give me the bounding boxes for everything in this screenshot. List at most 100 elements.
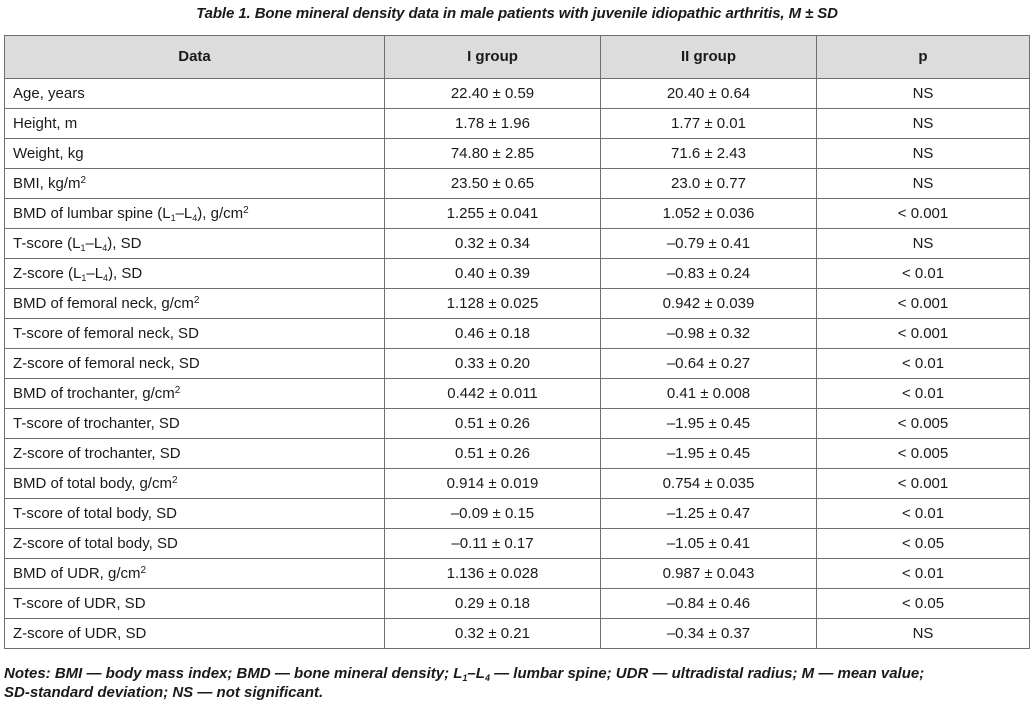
group-1-value: 0.33 ± 0.20 xyxy=(384,348,601,379)
table-row: Z-score of total body, SD –0.11 ± 0.17 –1.… xyxy=(4,528,1030,559)
group-1-value: 1.136 ± 0.028 xyxy=(384,558,601,589)
group-1-value: 0.46 ± 0.18 xyxy=(384,318,601,349)
group-2-value: –0.64 ± 0.27 xyxy=(600,348,817,379)
table-row: BMI, kg/m2 23.50 ± 0.65 23.0 ± 0.77 NS xyxy=(4,168,1030,199)
group-1-value: 22.40 ± 0.59 xyxy=(384,78,601,109)
group-2-value: 23.0 ± 0.77 xyxy=(600,168,817,199)
row-label: Weight, kg xyxy=(4,138,385,169)
group-2-value: 71.6 ± 2.43 xyxy=(600,138,817,169)
row-label: BMD of UDR, g/cm2 xyxy=(4,558,385,589)
notes-line-2: SD-standard deviation; NS — not signific… xyxy=(4,684,324,701)
group-2-value: –0.84 ± 0.46 xyxy=(600,588,817,619)
group-2-value: –0.83 ± 0.24 xyxy=(600,258,817,289)
p-value: < 0.001 xyxy=(816,198,1030,229)
row-label: Height, m xyxy=(4,108,385,139)
table-body: Age, years 22.40 ± 0.59 20.40 ± 0.64 NS Heig… xyxy=(4,78,1030,649)
group-1-value: 0.51 ± 0.26 xyxy=(384,438,601,469)
row-label: Z-score of femoral neck, SD xyxy=(4,348,385,379)
column-header-group-2: II group xyxy=(600,35,817,79)
p-value: NS xyxy=(816,168,1030,199)
group-2-value: 1.052 ± 0.036 xyxy=(600,198,817,229)
p-value: < 0.05 xyxy=(816,588,1030,619)
group-2-value: 20.40 ± 0.64 xyxy=(600,78,817,109)
table-row: T-score of UDR, SD 0.29 ± 0.18 –0.84 ± 0.4… xyxy=(4,588,1030,619)
table-header-row: Data I group II group p xyxy=(4,35,1030,79)
table-row: T-score of femoral neck, SD 0.46 ± 0.18 –0… xyxy=(4,318,1030,349)
group-1-value: 1.128 ± 0.025 xyxy=(384,288,601,319)
p-value: < 0.01 xyxy=(816,378,1030,409)
p-value: NS xyxy=(816,138,1030,169)
group-2-value: 1.77 ± 0.01 xyxy=(600,108,817,139)
row-label: BMD of trochanter, g/cm2 xyxy=(4,378,385,409)
group-1-value: 1.78 ± 1.96 xyxy=(384,108,601,139)
row-label: Z-score (L1–L4), SD xyxy=(4,258,385,289)
table-row: BMD of total body, g/cm2 0.914 ± 0.019 0.7… xyxy=(4,468,1030,499)
p-value: NS xyxy=(816,78,1030,109)
row-label: BMD of total body, g/cm2 xyxy=(4,468,385,499)
group-2-value: –1.05 ± 0.41 xyxy=(600,528,817,559)
table-row: Z-score (L1–L4), SD 0.40 ± 0.39 –0.83 ± 0.… xyxy=(4,258,1030,289)
group-2-value: –0.34 ± 0.37 xyxy=(600,618,817,649)
column-header-group-1: I group xyxy=(384,35,601,79)
p-value: < 0.005 xyxy=(816,438,1030,469)
table-row: Z-score of trochanter, SD 0.51 ± 0.26 –1.9… xyxy=(4,438,1030,469)
p-value: < 0.001 xyxy=(816,318,1030,349)
row-label: BMD of lumbar spine (L1–L4), g/cm2 xyxy=(4,198,385,229)
row-label: T-score of total body, SD xyxy=(4,498,385,529)
group-2-value: –0.79 ± 0.41 xyxy=(600,228,817,259)
p-value: < 0.01 xyxy=(816,498,1030,529)
group-1-value: 1.255 ± 0.041 xyxy=(384,198,601,229)
row-label: T-score of femoral neck, SD xyxy=(4,318,385,349)
row-label: BMI, kg/m2 xyxy=(4,168,385,199)
group-1-value: 0.40 ± 0.39 xyxy=(384,258,601,289)
table-row: BMD of trochanter, g/cm2 0.442 ± 0.011 0.4… xyxy=(4,378,1030,409)
notes-line-1: Notes: BMI — body mass index; BMD — bone… xyxy=(4,665,925,683)
group-2-value: 0.987 ± 0.043 xyxy=(600,558,817,589)
row-label: T-score of trochanter, SD xyxy=(4,408,385,439)
group-2-value: 0.942 ± 0.039 xyxy=(600,288,817,319)
p-value: < 0.001 xyxy=(816,288,1030,319)
group-1-value: 0.32 ± 0.21 xyxy=(384,618,601,649)
table-row: Weight, kg 74.80 ± 2.85 71.6 ± 2.43 NS xyxy=(4,138,1030,169)
row-label: BMD of femoral neck, g/cm2 xyxy=(4,288,385,319)
row-label: T-score of UDR, SD xyxy=(4,588,385,619)
p-value: < 0.001 xyxy=(816,468,1030,499)
group-1-value: –0.11 ± 0.17 xyxy=(384,528,601,559)
table-row: BMD of femoral neck, g/cm2 1.128 ± 0.025 0… xyxy=(4,288,1030,319)
p-value: < 0.05 xyxy=(816,528,1030,559)
group-2-value: –1.25 ± 0.47 xyxy=(600,498,817,529)
row-label: T-score (L1–L4), SD xyxy=(4,228,385,259)
table-row: Z-score of femoral neck, SD 0.33 ± 0.20 –0… xyxy=(4,348,1030,379)
group-1-value: –0.09 ± 0.15 xyxy=(384,498,601,529)
table-row: Z-score of UDR, SD 0.32 ± 0.21 –0.34 ± 0.3… xyxy=(4,618,1030,649)
group-1-value: 0.442 ± 0.011 xyxy=(384,378,601,409)
group-2-value: 0.754 ± 0.035 xyxy=(600,468,817,499)
row-label: Age, years xyxy=(4,78,385,109)
bmd-table: Data I group II group p Age, years 22.40 … xyxy=(4,35,1030,649)
table-row: T-score of trochanter, SD 0.51 ± 0.26 –1.9… xyxy=(4,408,1030,439)
column-header-p: p xyxy=(816,35,1030,79)
p-value: < 0.01 xyxy=(816,258,1030,289)
p-value: < 0.01 xyxy=(816,348,1030,379)
group-1-value: 0.51 ± 0.26 xyxy=(384,408,601,439)
group-1-value: 0.29 ± 0.18 xyxy=(384,588,601,619)
table-row: Age, years 22.40 ± 0.59 20.40 ± 0.64 NS xyxy=(4,78,1030,109)
table-row: BMD of UDR, g/cm2 1.136 ± 0.028 0.987 ± 0.… xyxy=(4,558,1030,589)
column-header-data: Data xyxy=(4,35,385,79)
p-value: NS xyxy=(816,108,1030,139)
group-2-value: 0.41 ± 0.008 xyxy=(600,378,817,409)
table-caption: Table 1. Bone mineral density data in ma… xyxy=(196,5,838,22)
table-row: BMD of lumbar spine (L1–L4), g/cm2 1.255 … xyxy=(4,198,1030,229)
table-row: Height, m 1.78 ± 1.96 1.77 ± 0.01 NS xyxy=(4,108,1030,139)
p-value: < 0.01 xyxy=(816,558,1030,589)
group-1-value: 0.914 ± 0.019 xyxy=(384,468,601,499)
p-value: NS xyxy=(816,618,1030,649)
group-1-value: 0.32 ± 0.34 xyxy=(384,228,601,259)
group-2-value: –1.95 ± 0.45 xyxy=(600,408,817,439)
group-2-value: –1.95 ± 0.45 xyxy=(600,438,817,469)
table-notes: Notes: BMI — body mass index; BMD — bone… xyxy=(4,664,1032,702)
row-label: Z-score of trochanter, SD xyxy=(4,438,385,469)
row-label: Z-score of UDR, SD xyxy=(4,618,385,649)
p-value: < 0.005 xyxy=(816,408,1030,439)
row-label: Z-score of total body, SD xyxy=(4,528,385,559)
